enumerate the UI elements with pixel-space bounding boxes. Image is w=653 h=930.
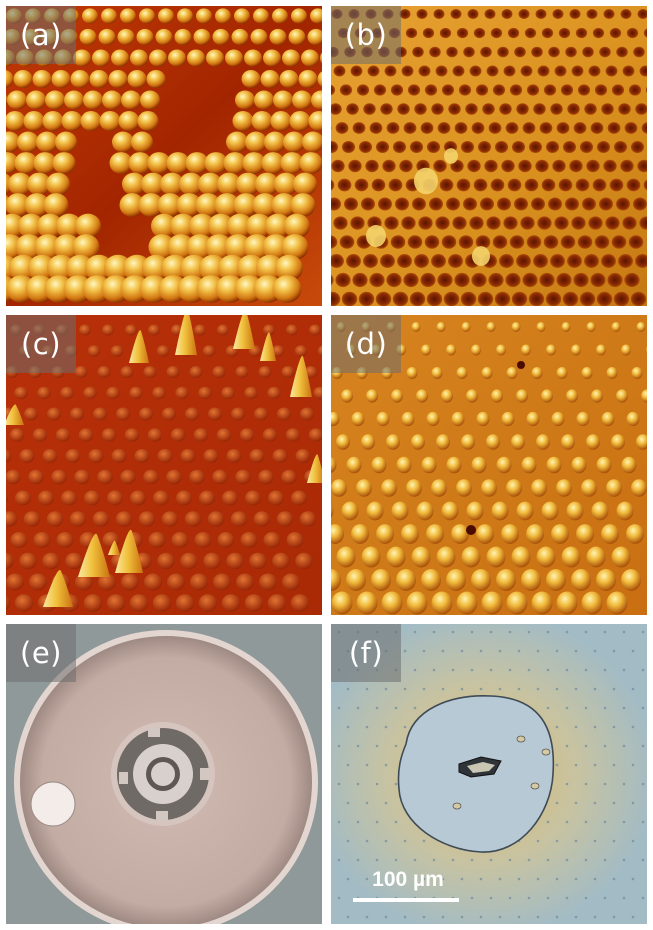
scale-bar-label: 100 µm bbox=[372, 868, 444, 891]
panel-e-fiber-end-face: (e) bbox=[6, 624, 322, 924]
panel-d-afm-sparse-dots: (d) bbox=[331, 315, 647, 615]
panel-label: (a) bbox=[6, 6, 76, 64]
panel-label: (f) bbox=[331, 624, 401, 682]
panel-label: (c) bbox=[6, 315, 76, 373]
panel-label: (e) bbox=[6, 624, 76, 682]
panel-f-micrograph: (f) 100 µm bbox=[331, 624, 647, 924]
panel-label: (b) bbox=[331, 6, 401, 64]
panel-a-afm-dot-array: (a) bbox=[6, 6, 322, 306]
scale-bar bbox=[353, 898, 459, 902]
panel-label: (d) bbox=[331, 315, 401, 373]
panel-b-afm-honeycomb: (b) bbox=[331, 6, 647, 306]
afm-image-c bbox=[6, 315, 322, 615]
panel-c-afm-spikes: (c) bbox=[6, 315, 322, 615]
afm-image-a bbox=[6, 6, 322, 306]
